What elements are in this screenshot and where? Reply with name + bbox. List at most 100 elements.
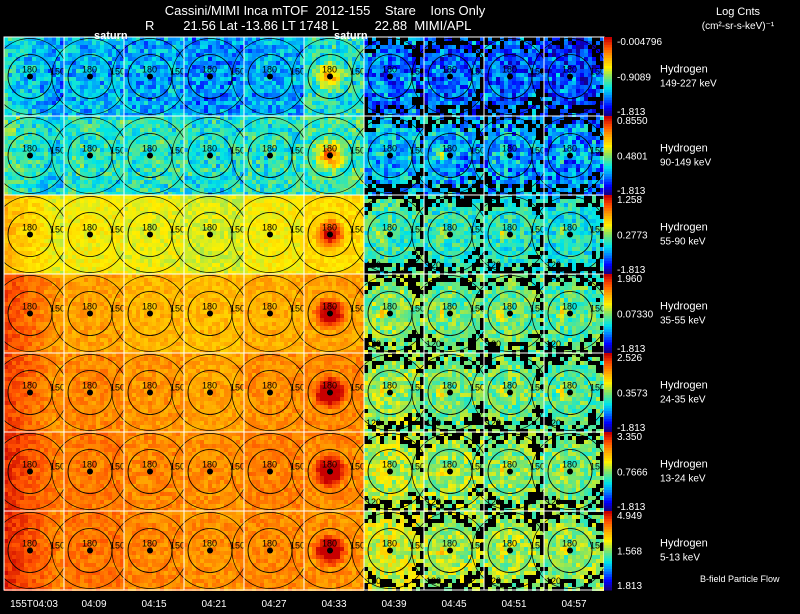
heat-cell	[268, 128, 272, 132]
heat-cell	[128, 105, 132, 109]
heat-cell	[180, 116, 184, 120]
heat-cell	[104, 172, 108, 176]
heat-cell	[424, 37, 428, 41]
heat-cell	[144, 184, 148, 188]
heat-cell	[208, 132, 212, 136]
heat-cell	[236, 160, 240, 164]
heat-cell	[184, 172, 188, 176]
heat-cell	[76, 152, 80, 156]
heat-cell	[340, 49, 344, 53]
heat-cell	[60, 152, 64, 156]
heat-cell	[112, 101, 116, 105]
heat-cell	[464, 93, 468, 97]
heat-cell	[64, 152, 68, 156]
heat-cell	[12, 65, 16, 69]
heat-cell	[376, 85, 380, 89]
heat-cell	[308, 124, 312, 128]
heat-cell	[308, 160, 312, 164]
heat-cell	[192, 184, 196, 188]
heat-cell	[312, 57, 316, 61]
heat-cell	[440, 97, 444, 101]
heat-cell	[284, 192, 288, 196]
heat-cell	[372, 105, 376, 109]
heat-cell	[524, 77, 528, 81]
heat-cell	[148, 113, 152, 117]
heat-cell	[408, 69, 412, 73]
heat-cell	[264, 128, 268, 132]
heat-cell	[160, 61, 164, 65]
heat-cell	[120, 164, 124, 168]
heat-cell	[352, 97, 356, 101]
heat-cell	[500, 53, 504, 57]
heat-cell	[164, 65, 168, 69]
heat-cell	[136, 65, 140, 69]
heat-cell	[232, 160, 236, 164]
heat-cell	[184, 120, 188, 124]
heat-cell	[328, 136, 332, 140]
heat-cell	[120, 93, 124, 97]
heat-cell	[52, 128, 56, 132]
heat-cell	[176, 168, 180, 172]
heat-cell	[64, 192, 68, 196]
heat-cell	[196, 105, 200, 109]
heat-cell	[172, 136, 176, 140]
heat-cell	[300, 89, 304, 93]
heat-cell	[388, 93, 392, 97]
heat-cell	[308, 73, 312, 77]
heat-cell	[196, 116, 200, 120]
heat-cell	[204, 73, 208, 77]
heat-cell	[548, 57, 552, 61]
heat-cell	[8, 140, 12, 144]
heat-cell	[104, 164, 108, 168]
heat-cell	[336, 109, 340, 113]
heat-cell	[284, 144, 288, 148]
heat-cell	[228, 192, 232, 196]
heat-cell	[396, 53, 400, 57]
heat-cell	[404, 85, 408, 89]
heat-cell	[196, 41, 200, 45]
heat-cell	[384, 57, 388, 61]
heat-cell	[248, 41, 252, 45]
heat-cell	[304, 85, 308, 89]
heat-cell	[456, 128, 460, 132]
heat-cell	[332, 105, 336, 109]
heat-cell	[204, 148, 208, 152]
heat-cell	[464, 61, 468, 65]
heat-cell	[380, 148, 384, 152]
heat-cell	[108, 53, 112, 57]
contour-label-180: 180	[322, 65, 337, 75]
heat-cell	[352, 53, 356, 57]
heat-cell	[360, 105, 364, 109]
heat-cell	[252, 172, 256, 176]
heat-cell	[288, 136, 292, 140]
heat-cell	[280, 97, 284, 101]
heat-cell	[16, 89, 20, 93]
heat-cell	[412, 65, 416, 69]
heat-cell	[40, 168, 44, 172]
heat-cell	[60, 89, 64, 93]
heat-cell	[132, 49, 136, 53]
heat-cell	[280, 140, 284, 144]
heat-cell	[36, 69, 40, 73]
heat-cell	[100, 132, 104, 136]
heat-cell	[196, 156, 200, 160]
heat-cell	[208, 116, 212, 120]
heat-cell	[224, 101, 228, 105]
heat-cell	[144, 140, 148, 144]
heat-cell	[220, 101, 224, 105]
heat-cell	[296, 101, 300, 105]
heat-cell	[336, 140, 340, 144]
heat-cell	[140, 164, 144, 168]
heat-cell	[588, 109, 592, 113]
heat-cell	[80, 53, 84, 57]
heat-cell	[392, 168, 396, 172]
heat-cell	[292, 152, 296, 156]
heat-cell	[172, 49, 176, 53]
heat-cell	[128, 128, 132, 132]
heat-cell	[316, 164, 320, 168]
heat-cell	[320, 188, 324, 192]
heat-cell	[244, 93, 248, 97]
heat-cell	[148, 176, 152, 180]
heat-cell	[224, 144, 228, 148]
heat-cell	[248, 53, 252, 57]
